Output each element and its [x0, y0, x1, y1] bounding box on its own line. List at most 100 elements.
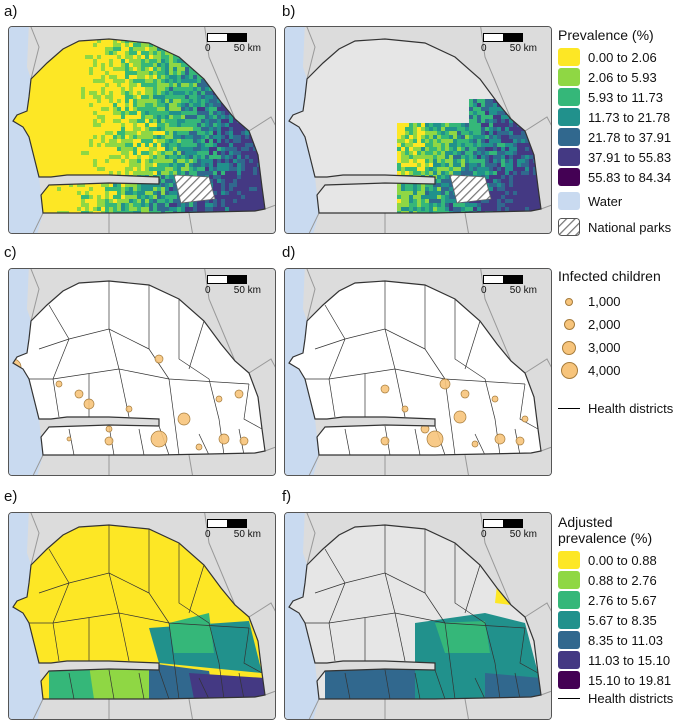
raster-cell [497, 191, 501, 195]
raster-cell [237, 123, 241, 127]
raster-cell [501, 203, 505, 207]
raster-cell [473, 115, 477, 119]
raster-cell [133, 159, 137, 163]
raster-cell [85, 191, 89, 195]
raster-cell [197, 151, 201, 155]
raster-cell [229, 163, 233, 167]
raster-cell [197, 83, 201, 87]
raster-cell [509, 195, 513, 199]
raster-cell [517, 127, 521, 131]
raster-cell [417, 199, 421, 203]
map-panel-e: 0 50 km [8, 512, 276, 720]
raster-cell [197, 87, 201, 91]
raster-cell [481, 167, 485, 171]
raster-cell [493, 171, 497, 175]
raster-cell [213, 119, 217, 123]
raster-cell [233, 131, 237, 135]
raster-cell [505, 183, 509, 187]
raster-cell [489, 99, 493, 103]
national-parks-swatch [558, 218, 580, 236]
raster-cell [165, 87, 169, 91]
raster-cell [137, 135, 141, 139]
raster-cell [153, 95, 157, 99]
raster-cell [161, 103, 165, 107]
raster-cell [189, 99, 193, 103]
raster-cell [121, 159, 125, 163]
raster-cell [429, 159, 433, 163]
raster-cell [185, 79, 189, 83]
raster-cell [221, 171, 225, 175]
raster-cell [229, 123, 233, 127]
raster-cell [133, 95, 137, 99]
raster-cell [137, 183, 141, 187]
raster-cell [125, 111, 129, 115]
raster-cell [413, 155, 417, 159]
raster-cell [193, 87, 197, 91]
raster-cell [417, 187, 421, 191]
raster-cell [97, 55, 101, 59]
raster-cell [253, 187, 257, 191]
raster-cell [401, 127, 405, 131]
raster-cell [145, 143, 149, 147]
raster-cell [133, 59, 137, 63]
raster-cell [445, 163, 449, 167]
raster-cell [221, 139, 225, 143]
raster-cell [209, 203, 213, 207]
raster-cell [513, 199, 517, 203]
district-boundary [305, 378, 336, 418]
raster-cell [149, 103, 153, 107]
raster-cell [233, 191, 237, 195]
raster-cell [497, 135, 501, 139]
raster-cell [117, 195, 121, 199]
raster-cell [521, 203, 525, 207]
raster-cell [481, 127, 485, 131]
raster-cell [189, 159, 193, 163]
raster-cell [165, 119, 169, 123]
raster-cell [441, 171, 445, 175]
raster-cell [97, 123, 101, 127]
district-boundary [38, 338, 70, 350]
raster-cell [453, 123, 457, 127]
raster-cell [229, 191, 233, 195]
raster-cell [397, 167, 401, 171]
district-boundary [198, 433, 210, 455]
raster-cell [405, 151, 409, 155]
raster-cell [433, 171, 437, 175]
raster-cell [109, 51, 113, 55]
district-line-swatch [558, 697, 580, 699]
raster-cell [149, 59, 153, 63]
legend-swatch [558, 168, 580, 186]
raster-cell [153, 187, 157, 191]
raster-cell [469, 171, 473, 175]
legend-item: 8.35 to 11.03 [558, 630, 673, 650]
raster-cell [193, 127, 197, 131]
raster-cell [169, 199, 173, 203]
district-boundary [68, 428, 75, 455]
raster-cell [125, 99, 129, 103]
raster-cell [165, 183, 169, 187]
raster-cell [133, 163, 137, 167]
raster-cell [117, 111, 121, 115]
raster-cell [473, 123, 477, 127]
raster-cell [521, 191, 525, 195]
scale-bar: 0 50 km [481, 519, 537, 540]
raster-cell [145, 163, 149, 167]
raster-cell [485, 203, 489, 207]
raster-cell [181, 131, 185, 135]
raster-cell [485, 151, 489, 155]
raster-cell [149, 127, 153, 131]
raster-cell [221, 203, 225, 207]
district-boundary [384, 669, 391, 699]
raster-cell [233, 119, 237, 123]
raster-cell [481, 111, 485, 115]
raster-cell [121, 127, 125, 131]
raster-cell [417, 147, 421, 151]
raster-cell [173, 139, 177, 143]
raster-cell [521, 199, 525, 203]
raster-cell [57, 187, 61, 191]
raster-cell [233, 203, 237, 207]
raster-cell [445, 211, 449, 213]
raster-cell [409, 203, 413, 207]
raster-cell [425, 147, 429, 151]
raster-cell [217, 151, 221, 155]
